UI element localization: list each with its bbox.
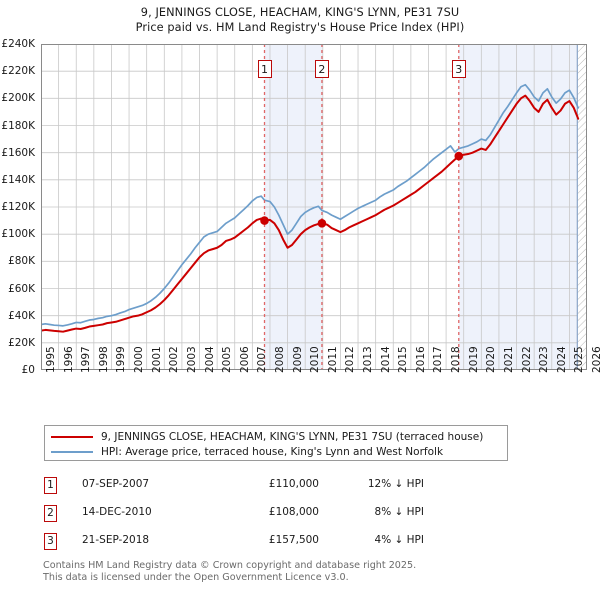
- y-axis-tick-label: £120K: [1, 201, 35, 213]
- x-axis-tick-label: 1996: [62, 346, 75, 373]
- x-axis-tick-label: 2003: [185, 346, 198, 373]
- sale-date-3: 21-SEP-2018: [82, 534, 150, 546]
- x-axis-tick-label: 2022: [520, 346, 533, 373]
- legend-item-hpi: HPI: Average price, terraced house, King…: [51, 444, 501, 459]
- sale-date-2: 14-DEC-2010: [82, 506, 152, 518]
- x-axis-tick-label: 1995: [45, 346, 57, 373]
- x-axis-tick-label: 2018: [450, 346, 463, 373]
- y-axis-tick-label: £140K: [1, 173, 35, 186]
- legend-label-hpi: HPI: Average price, terraced house, King…: [101, 445, 444, 458]
- legend-swatch-property: [51, 435, 93, 438]
- x-axis-tick-label: 2001: [150, 346, 163, 373]
- y-axis: £0 £20K £40K £60K £80K £100K £120K £140K £160K £1…: [0, 0, 38, 590]
- x-axis-tick-label: 2005: [221, 346, 234, 373]
- title-line-2: Price paid vs. HM Land Registry's House …: [135, 21, 465, 34]
- x-axis-tick-label: 2013: [362, 346, 375, 373]
- page-title: 9, JENNINGS CLOSE, HEACHAM, KING'S LYNN,…: [0, 0, 600, 35]
- x-axis-tick-label: 2011: [326, 346, 339, 373]
- x-axis-tick-label: 2025: [573, 346, 586, 373]
- y-axis-tick-label: £100K: [1, 228, 35, 241]
- x-axis-tick-label: 2008: [273, 346, 286, 373]
- x-axis-tick-label: 2006: [238, 346, 251, 373]
- sale-row-1: 1 07-SEP-2007 £110,000 12% ↓ HPI: [44, 477, 544, 497]
- x-axis-tick-label: 1998: [97, 346, 110, 373]
- sale-hpi-delta-1: 12% ↓ HPI: [367, 478, 424, 490]
- x-axis-tick-label: 2009: [291, 346, 304, 373]
- chart-legend: 9, JENNINGS CLOSE, HEACHAM, KING'S LYNN,…: [44, 425, 508, 461]
- y-axis-tick-label: £240K: [1, 38, 35, 50]
- x-axis-tick-label: 2000: [133, 346, 146, 373]
- sale-hpi-delta-2: 8% ↓ HPI: [374, 506, 424, 518]
- x-axis-tick-label: 2019: [467, 346, 480, 373]
- x-axis-tick-label: 1997: [80, 346, 93, 373]
- y-axis-tick-label: £40K: [8, 309, 35, 322]
- sale-marker-2[interactable]: 2: [314, 60, 329, 78]
- price-history-line-chart: [41, 44, 587, 370]
- y-axis-tick-label: £0: [21, 364, 35, 376]
- sale-price-1: £110,000: [268, 478, 319, 490]
- sale-index-3: 3: [44, 533, 57, 550]
- x-axis-tick-label: 2012: [344, 346, 357, 373]
- x-axis-tick-label: 2002: [168, 346, 181, 373]
- x-axis-tick-label: 2016: [414, 346, 427, 373]
- x-axis-tick-label: 1999: [115, 346, 128, 373]
- x-axis-tick-label: 2010: [309, 346, 322, 373]
- sale-index-2: 2: [44, 505, 57, 522]
- x-axis-tick-label: 2020: [485, 346, 498, 373]
- x-axis-tick-label: 2004: [203, 346, 216, 373]
- sale-row-2: 2 14-DEC-2010 £108,000 8% ↓ HPI: [44, 505, 544, 525]
- footer-attribution: Contains HM Land Registry data © Crown c…: [43, 560, 583, 583]
- sale-price-2: £108,000: [268, 506, 319, 518]
- sale-date-1: 07-SEP-2007: [82, 478, 150, 490]
- y-axis-tick-label: £60K: [8, 282, 35, 295]
- x-axis-tick-label: 2026: [591, 346, 600, 373]
- sale-marker-1[interactable]: 1: [257, 60, 272, 78]
- y-axis-tick-label: £200K: [1, 92, 35, 105]
- footer-line-1: Contains HM Land Registry data © Crown c…: [43, 560, 417, 571]
- x-axis-tick-label: 2015: [397, 346, 410, 373]
- x-axis-tick-label: 2021: [502, 346, 515, 373]
- y-axis-tick-label: £180K: [1, 119, 35, 132]
- x-axis-tick-label: 2023: [538, 346, 551, 373]
- legend-swatch-hpi: [51, 450, 93, 453]
- y-axis-tick-label: £80K: [8, 255, 35, 268]
- title-line-1: 9, JENNINGS CLOSE, HEACHAM, KING'S LYNN,…: [140, 6, 460, 19]
- x-axis-tick-label: 2014: [379, 346, 392, 373]
- y-axis-tick-label: £220K: [1, 65, 35, 78]
- x-axis-tick-label: 2007: [256, 346, 269, 373]
- sale-price-3: £157,500: [268, 534, 319, 546]
- legend-item-property: 9, JENNINGS CLOSE, HEACHAM, KING'S LYNN,…: [51, 429, 501, 444]
- y-axis-tick-label: £20K: [8, 336, 35, 349]
- sale-index-1: 1: [44, 477, 57, 494]
- legend-label-property: 9, JENNINGS CLOSE, HEACHAM, KING'S LYNN,…: [101, 430, 484, 443]
- y-axis-tick-label: £160K: [1, 146, 35, 159]
- sale-marker-3[interactable]: 3: [451, 60, 466, 78]
- sale-hpi-delta-3: 4% ↓ HPI: [374, 534, 424, 546]
- footer-line-2: This data is licensed under the Open Gov…: [43, 571, 349, 583]
- sale-row-3: 3 21-SEP-2018 £157,500 4% ↓ HPI: [44, 533, 544, 553]
- x-axis-tick-label: 2017: [432, 346, 445, 373]
- x-axis-tick-label: 2024: [555, 346, 568, 373]
- plot-area: [41, 44, 587, 370]
